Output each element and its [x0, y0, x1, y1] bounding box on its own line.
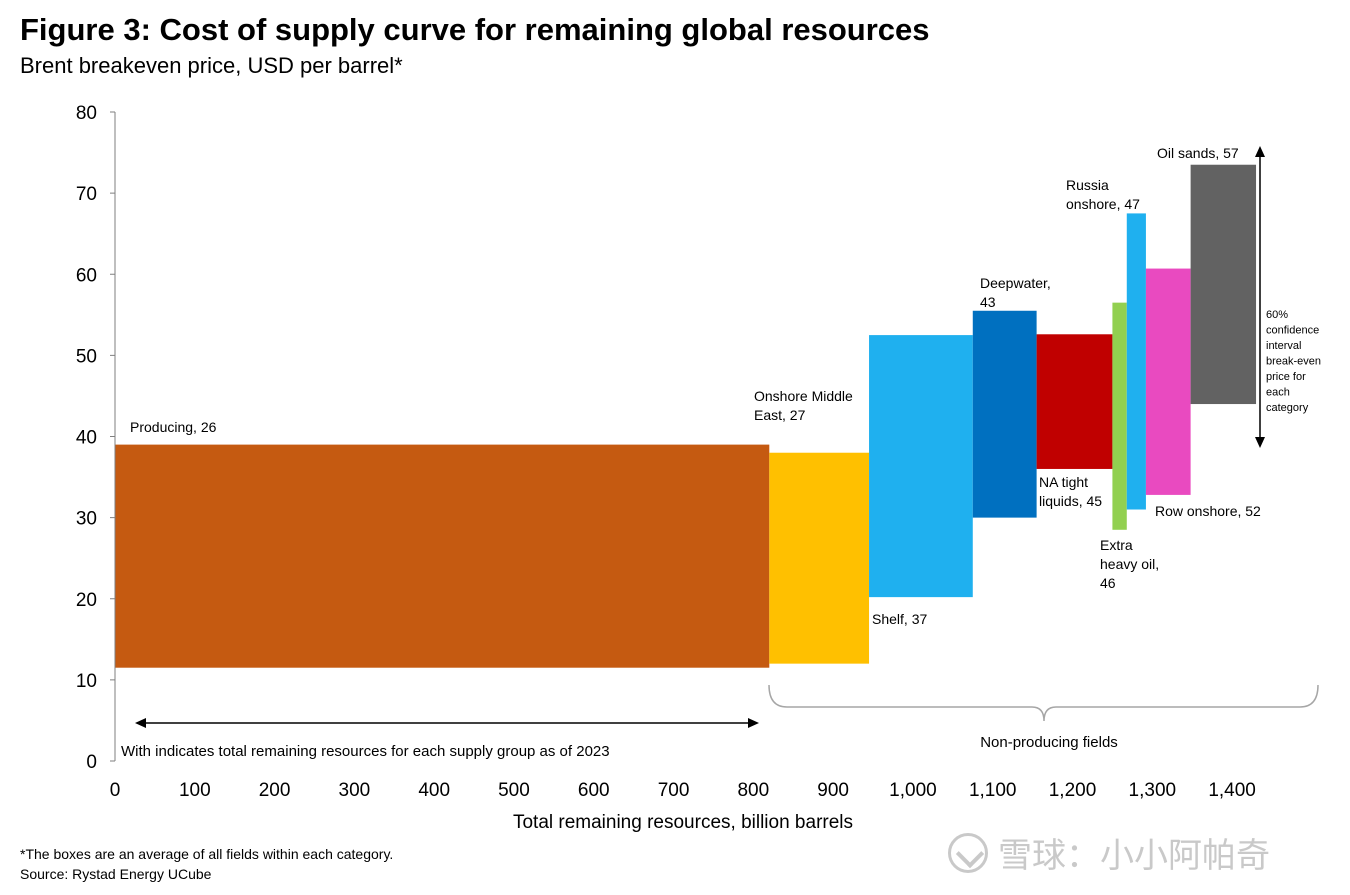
bar-extra-heavy-oil: [1112, 302, 1127, 530]
bar-deepwater: [972, 310, 1037, 518]
x-tick-label: 800: [737, 780, 769, 801]
y-tick-label: 70: [76, 184, 97, 205]
chart-title: Figure 3: Cost of supply curve for remai…: [20, 12, 930, 47]
non-producing-label: Non-producing fields: [980, 734, 1118, 751]
arrow-right-icon: [748, 718, 759, 728]
confidence-interval-note: each: [1266, 387, 1290, 399]
y-tick-label: 10: [76, 671, 97, 692]
watermark-text: 雪球：小小阿帕奇: [998, 837, 1270, 875]
x-tick-label: 1,200: [1049, 780, 1097, 801]
confidence-interval-note: category: [1266, 402, 1309, 414]
confidence-interval-note: break-even: [1266, 356, 1321, 368]
x-tick-label: 0: [110, 780, 121, 801]
label-shelf: Shelf, 37: [872, 611, 927, 627]
x-tick-label: 200: [259, 780, 291, 801]
x-tick-label: 600: [578, 780, 610, 801]
label-deepwater: 43: [980, 294, 996, 310]
confidence-interval-note: confidence: [1266, 325, 1319, 337]
y-tick-label: 30: [76, 509, 97, 530]
x-tick-label: 1,300: [1129, 780, 1177, 801]
y-tick-label: 80: [76, 103, 97, 124]
chart-subtitle: Brent breakeven price, USD per barrel*: [20, 53, 403, 78]
width-annotation: With indicates total remaining resources…: [121, 743, 610, 760]
arrow-left-icon: [135, 718, 146, 728]
x-tick-label: 500: [498, 780, 530, 801]
bar-shelf: [869, 335, 973, 598]
bar-russia-onshore: [1126, 213, 1146, 510]
x-tick-label: 700: [658, 780, 690, 801]
label-na-tight-liquids: NA tight: [1039, 474, 1088, 490]
label-extra-heavy-oil: 46: [1100, 575, 1116, 591]
x-tick-label: 400: [418, 780, 450, 801]
footnote: *The boxes are an average of all fields …: [20, 846, 394, 862]
y-tick-label: 50: [76, 346, 97, 367]
watermark: 雪球：小小阿帕奇: [948, 828, 1270, 877]
label-russia-onshore: Russia: [1066, 177, 1109, 193]
x-tick-label: 1,400: [1208, 780, 1256, 801]
x-tick-label: 1,100: [969, 780, 1017, 801]
label-producing: Producing, 26: [130, 419, 217, 435]
label-na-tight-liquids: liquids, 45: [1039, 493, 1102, 509]
label-russia-onshore: onshore, 47: [1066, 196, 1140, 212]
label-row-onshore: Row onshore, 52: [1155, 503, 1261, 519]
snowball-logo-icon: [948, 832, 988, 873]
confidence-interval-note: interval: [1266, 340, 1301, 352]
label-extra-heavy-oil: Extra: [1100, 537, 1133, 553]
x-tick-label: 300: [339, 780, 371, 801]
arrow-down-icon: [1255, 437, 1265, 448]
y-tick-label: 20: [76, 590, 97, 611]
label-onshore-middle-east: Onshore Middle: [754, 388, 853, 404]
confidence-interval-note: 60%: [1266, 309, 1288, 321]
arrow-up-icon: [1255, 146, 1265, 157]
label-extra-heavy-oil: heavy oil,: [1100, 556, 1159, 572]
x-tick-label: 100: [179, 780, 211, 801]
bar-producing: [115, 444, 770, 668]
source-note: Source: Rystad Energy UCube: [20, 866, 212, 882]
x-tick-label: 900: [817, 780, 849, 801]
y-tick-label: 0: [86, 752, 97, 773]
label-onshore-middle-east: East, 27: [754, 407, 806, 423]
x-axis-title: Total remaining resources, billion barre…: [513, 812, 853, 833]
label-deepwater: Deepwater,: [980, 275, 1051, 291]
label-oil-sands: Oil sands, 57: [1157, 145, 1239, 161]
bar-row-onshore: [1145, 268, 1191, 495]
y-tick-label: 60: [76, 265, 97, 286]
x-tick-label: 1,000: [889, 780, 937, 801]
confidence-interval-note: price for: [1266, 371, 1306, 383]
bar-onshore-middle-east: [769, 452, 870, 664]
non-producing-bracket: [768, 684, 1319, 722]
bar-na-tight-liquids: [1036, 334, 1113, 469]
bar-oil-sands: [1190, 164, 1257, 405]
y-tick-label: 40: [76, 428, 97, 449]
